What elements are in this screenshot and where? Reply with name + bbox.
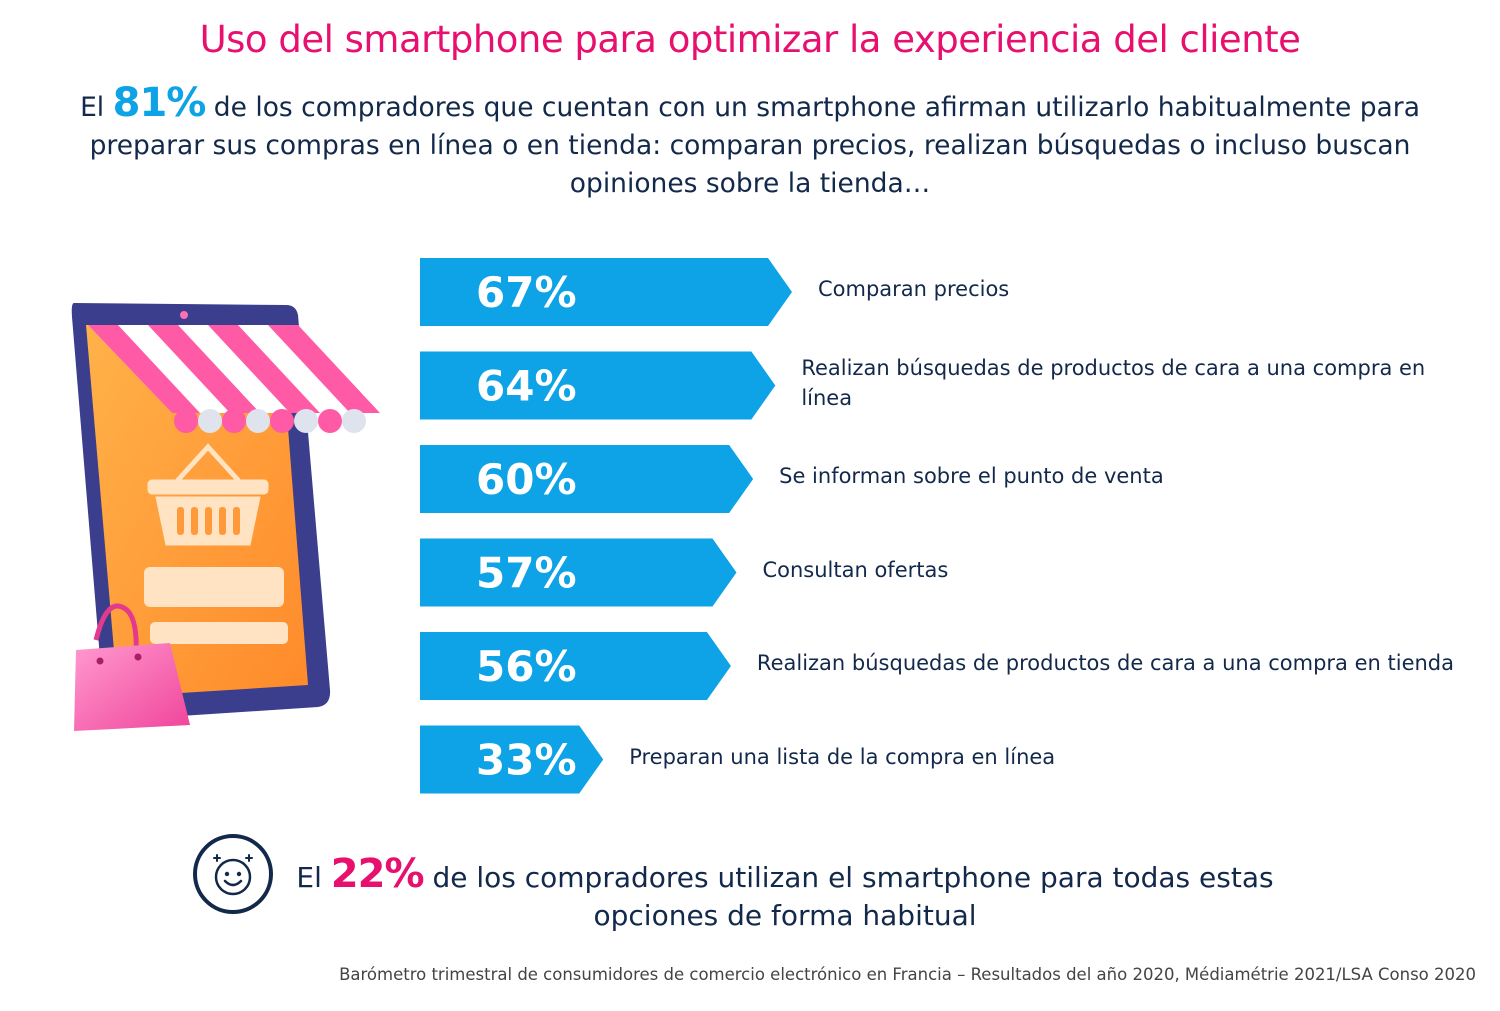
- page-title: Uso del smartphone para optimizar la exp…: [199, 18, 1301, 61]
- bar-category-label-6: Preparan una lista de la compra en línea: [629, 744, 1056, 769]
- bar-value-label-6: 33%: [476, 736, 577, 785]
- intro-highlight: 81%: [112, 80, 207, 126]
- bar-value-label-5: 56%: [476, 642, 577, 691]
- summary-highlight: 22%: [330, 851, 425, 897]
- bar-category-label-4: Consultan ofertas: [762, 557, 949, 582]
- bar-6: [420, 725, 604, 794]
- bar-category-label-1: Comparan precios: [818, 277, 1010, 301]
- intro-prefix: El: [80, 92, 105, 123]
- intro-text: El 81% de los compradores que cuentan co…: [60, 83, 1440, 203]
- bar-category-label-2: Realizan búsquedas de productos de cara …: [801, 355, 1426, 410]
- intro-body: de los compradores que cuentan con un sm…: [89, 92, 1420, 199]
- bar-5: [420, 632, 731, 700]
- bar-4: [420, 538, 737, 607]
- smartphone-shop-icon: [71, 303, 380, 731]
- bar-3: [420, 445, 754, 513]
- shopping-bag-icon: [74, 603, 190, 731]
- basket-icon: [147, 443, 269, 546]
- awning-icon: [88, 325, 380, 433]
- bar-category-label-5: Realizan búsquedas de productos de cara …: [756, 651, 1455, 675]
- summary-prefix: El: [296, 861, 322, 894]
- smiley-icon: [193, 834, 273, 914]
- bar-value-label-3: 60%: [476, 455, 577, 504]
- source-citation: Barómetro trimestral de consumidores de …: [339, 965, 1476, 984]
- bar-2: [420, 351, 776, 420]
- summary-body: de los compradores utilizan el smartphon…: [432, 861, 1274, 932]
- bar-value-label-1: 67%: [476, 268, 577, 317]
- summary-text: El 22% de los compradores utilizan el sm…: [270, 854, 1300, 935]
- bar-value-label-4: 57%: [476, 549, 577, 598]
- bar-category-label-3: Se informan sobre el punto de venta: [779, 464, 1164, 488]
- bar-1: [420, 258, 792, 326]
- bar-value-label-2: 64%: [476, 362, 577, 411]
